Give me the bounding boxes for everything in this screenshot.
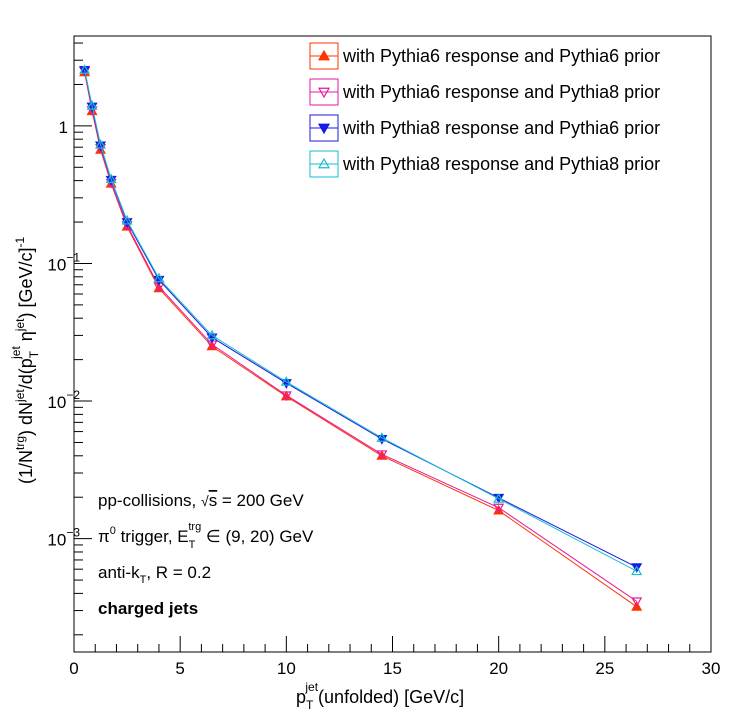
data-point — [206, 329, 218, 340]
data-point — [153, 272, 165, 283]
pi-sup: 0 — [110, 525, 116, 537]
data-point — [280, 391, 292, 402]
y-tick-label: 10−2 — [47, 388, 80, 412]
data-point — [280, 376, 292, 386]
annotation-algorithm-post: , R = 0.2 — [146, 563, 211, 582]
data-point — [493, 504, 505, 515]
legend-entry-4: with Pythia8 response and Pythia8 prior — [309, 150, 660, 178]
data-point — [376, 450, 388, 461]
data-point — [631, 597, 643, 608]
legend-entry-1: with Pythia6 response and Pythia6 prior — [309, 42, 660, 70]
series-4 — [79, 64, 643, 576]
sqrt-symbol: √ — [201, 493, 209, 509]
y-axis-title: (1/Ntrg) dNjet/d(pTjet ηjet) [GeV/c]-1 — [9, 236, 41, 484]
data-point — [86, 100, 98, 110]
x-tick-label: 30 — [702, 659, 721, 678]
data-point — [95, 138, 107, 149]
legend-marker — [317, 49, 331, 61]
x-axis-title-sub: T — [306, 698, 314, 712]
x-axis-title-base: p — [296, 687, 306, 707]
data-point — [631, 565, 643, 576]
sqrt-s: s — [209, 491, 218, 510]
annotation-algorithm-sub: T — [140, 574, 147, 586]
legend: with Pythia6 response and Pythia6 prior w… — [309, 42, 660, 178]
annotation-trigger: π0 trigger, ETtrg ∈ (9, 20) GeV — [98, 521, 314, 551]
y-tick-label: 10−1 — [47, 250, 80, 274]
annotation-collisions-post: = 200 GeV — [217, 491, 304, 510]
e-sup: trg — [188, 521, 201, 533]
annotation-algorithm-pre: anti-k — [98, 563, 140, 582]
annotation-trigger-post: ∈ (9, 20) GeV — [201, 527, 314, 546]
legend-entry-3: with Pythia8 response and Pythia6 prior — [309, 114, 660, 142]
x-tick-label: 10 — [277, 659, 296, 678]
annotation-collisions-pre: pp-collisions, — [98, 491, 201, 510]
data-point — [121, 214, 133, 225]
x-axis-title-rest: (unfolded) [GeV/c] — [318, 687, 464, 707]
axis-layer: 0 5 10 15 20 25 30 1 10−1 10−2 10−3 — [47, 42, 721, 678]
legend-entry-2: with Pythia6 response and Pythia8 prior — [309, 78, 660, 106]
x-tick-label: 5 — [175, 659, 184, 678]
x-tick-label: 0 — [69, 659, 78, 678]
data-point — [376, 432, 388, 442]
x-axis-title: pTjet(unfolded) [GeV/c] — [296, 680, 464, 712]
x-tick-label: 20 — [489, 659, 508, 678]
data-point — [79, 64, 91, 74]
pi-symbol: π — [98, 527, 110, 546]
data-point — [105, 173, 117, 184]
data-point — [493, 503, 505, 514]
x-tick-label: 25 — [595, 659, 614, 678]
x-axis-title-sup: jet — [304, 680, 318, 694]
legend-marker — [317, 157, 331, 169]
y-tick-label: 10−3 — [47, 526, 80, 550]
annotation-algorithm: anti-kT, R = 0.2 — [98, 563, 211, 586]
data-point — [493, 493, 505, 503]
legend-label: with Pythia8 response and Pythia6 prior — [342, 118, 660, 138]
series-line — [84, 69, 637, 572]
legend-label: with Pythia6 response and Pythia6 prior — [342, 46, 660, 66]
legend-label: with Pythia6 response and Pythia8 prior — [342, 82, 660, 102]
x-tick-label: 15 — [383, 659, 402, 678]
series-line — [84, 71, 637, 602]
legend-marker — [317, 123, 331, 135]
annotation-collisions: pp-collisions, √s = 200 GeV — [98, 491, 304, 510]
e-sub: T — [189, 539, 196, 551]
annotation-charged-jets: charged jets — [98, 599, 198, 618]
legend-marker — [317, 87, 331, 99]
y-tick-label: 1 — [59, 118, 68, 137]
series-layer — [79, 64, 643, 611]
annotation-trigger-mid: trigger, E — [116, 527, 189, 546]
annotation-block: pp-collisions, √s = 200 GeV π0 trigger, … — [98, 491, 314, 618]
legend-label: with Pythia8 response and Pythia8 prior — [342, 154, 660, 174]
